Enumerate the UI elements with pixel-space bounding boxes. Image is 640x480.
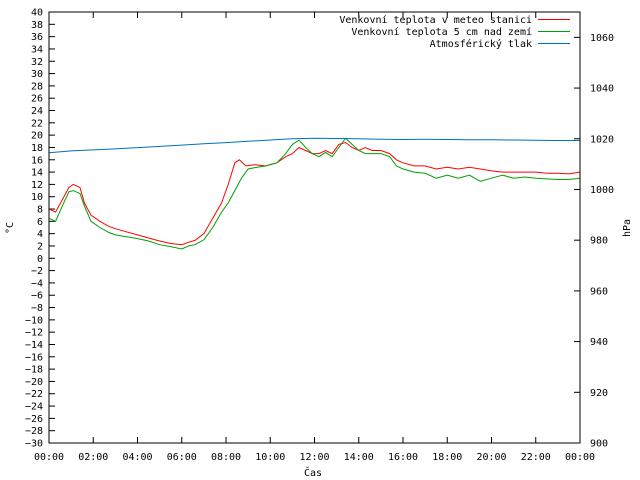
y-tick-label-left: −12: [25, 328, 43, 339]
y-tick-label-left: 36: [31, 32, 43, 43]
series-line-1: [48, 141, 581, 246]
x-tick-label: 06:00: [167, 452, 197, 463]
y-tick-label-left: 24: [31, 106, 43, 117]
y-tick-label-left: −26: [25, 414, 43, 425]
y-tick-label-left: 6: [37, 217, 43, 228]
y-tick-label-left: 28: [31, 81, 43, 92]
x-tick-label: 10:00: [255, 452, 285, 463]
x-tick-label: 08:00: [211, 452, 241, 463]
y-tick-label-left: −10: [25, 315, 43, 326]
x-tick-label: 16:00: [388, 452, 418, 463]
y-tick-label-left: −28: [25, 426, 43, 437]
x-tick-label: 04:00: [122, 452, 152, 463]
legend: Venkovní teplota v meteo staniciVenkovní…: [339, 14, 570, 50]
y-tick-label-right: 1060: [590, 33, 614, 44]
x-tick-label: 02:00: [78, 452, 108, 463]
x-tick-label: 00:00: [34, 452, 64, 463]
y-tick-label-left: −6: [31, 291, 43, 302]
y-axis-label-left: °C: [5, 222, 16, 234]
y-tick-label-right: 1020: [590, 134, 614, 145]
y-tick-label-left: 18: [31, 143, 43, 154]
legend-label: Venkovní teplota 5 cm nad zemí: [351, 26, 532, 38]
y-tick-label-left: 8: [37, 205, 43, 216]
y-tick-label-left: 22: [31, 118, 43, 129]
y-tick-label-left: 0: [37, 254, 43, 265]
y-tick-label-left: −4: [31, 278, 43, 289]
y-tick-label-left: 4: [37, 229, 43, 240]
series-line-2: [48, 137, 581, 250]
x-tick-label: 14:00: [344, 452, 374, 463]
y-axis-label-right: hPa: [622, 219, 633, 237]
legend-label: Atmosférický tlak: [430, 38, 532, 50]
y-tick-label-right: 900: [590, 439, 608, 450]
y-tick-label-left: 32: [31, 57, 43, 68]
y-tick-label-left: −8: [31, 303, 43, 314]
x-tick-label: 20:00: [476, 452, 506, 463]
y-tick-label-right: 940: [590, 337, 608, 348]
y-tick-label-left: −22: [25, 389, 43, 400]
x-tick-label: 12:00: [299, 452, 329, 463]
plot-frame: [48, 11, 581, 444]
y-tick-label-right: 1000: [590, 185, 614, 196]
y-tick-label-right: 920: [590, 388, 608, 399]
x-axis-label: Čas: [304, 466, 322, 479]
y-tick-label-left: −16: [25, 352, 43, 363]
x-tick-label: 18:00: [432, 452, 462, 463]
y-tick-label-left: 2: [37, 241, 43, 252]
y-tick-label-left: 26: [31, 94, 43, 105]
tick-marks: [48, 11, 581, 444]
y-tick-label-left: 12: [31, 180, 43, 191]
y-tick-label-right: 960: [590, 286, 608, 297]
y-tick-labels-right: 1060 1040 1020 1000 980 960 940 920 900: [590, 33, 614, 450]
y-tick-label-right: 1040: [590, 84, 614, 95]
y-tick-label-left: −20: [25, 377, 43, 388]
y-tick-label-left: 38: [31, 20, 43, 31]
y-tick-label-left: 30: [31, 69, 43, 80]
y-tick-label-left: 40: [31, 8, 43, 19]
x-tick-label: 22:00: [521, 452, 551, 463]
y-tick-label-left: 20: [31, 131, 43, 142]
y-tick-label-left: −14: [25, 340, 43, 351]
y-tick-label-left: 10: [31, 192, 43, 203]
y-tick-label-left: 16: [31, 155, 43, 166]
legend-label: Venkovní teplota v meteo stanici: [339, 14, 532, 26]
series-lines: [48, 137, 581, 250]
y-tick-label-left: −30: [25, 439, 43, 450]
y-tick-label-left: −18: [25, 365, 43, 376]
y-tick-label-left: 34: [31, 44, 43, 55]
y-tick-labels-left: 4038363432302826242220181614121086420−2−…: [25, 8, 43, 450]
x-tick-labels: 00:00 02:00 04:00 06:00 08:00 10:00 12:00 14:00…: [34, 452, 595, 463]
series-line-3: [48, 137, 580, 154]
y-tick-label-left: 14: [31, 168, 43, 179]
y-tick-label-right: 980: [590, 236, 608, 247]
x-tick-label: 00:00: [565, 452, 595, 463]
y-tick-label-left: −2: [31, 266, 43, 277]
y-tick-label-left: −24: [25, 402, 43, 413]
